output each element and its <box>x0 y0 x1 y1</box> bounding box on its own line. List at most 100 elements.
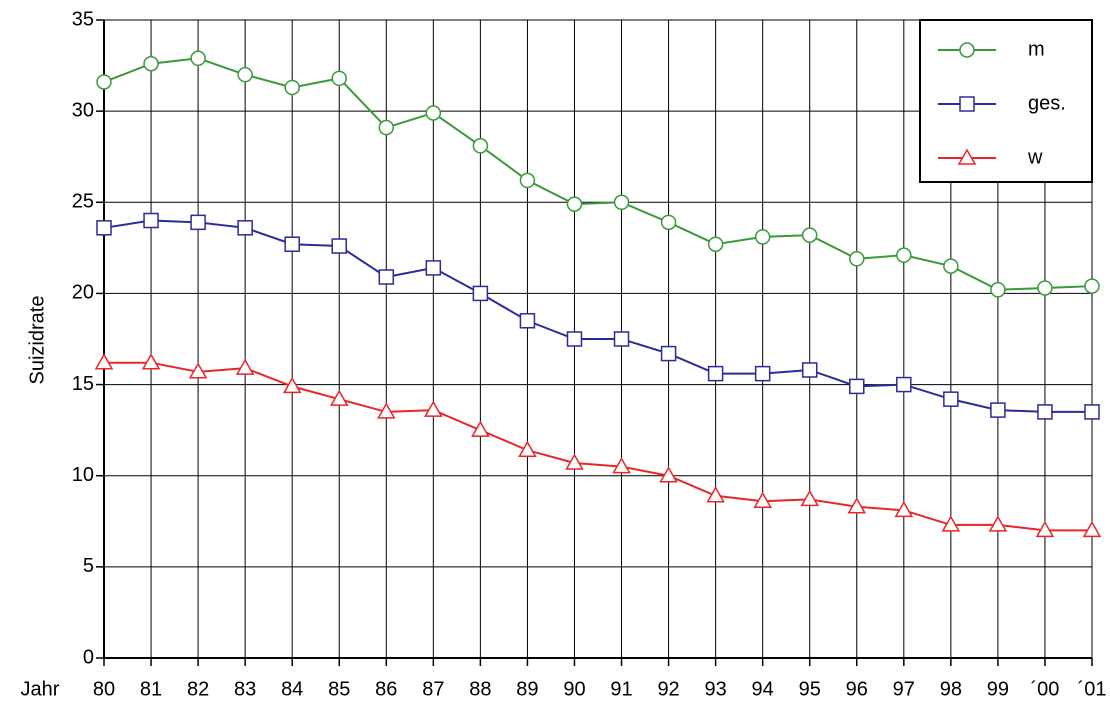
marker <box>990 282 1006 298</box>
x-axis-label: Jahr <box>21 678 60 700</box>
marker <box>284 236 300 252</box>
legend-label: ges. <box>1028 92 1066 114</box>
x-tick-label: 93 <box>704 678 726 700</box>
marker <box>660 214 677 231</box>
marker <box>235 358 255 375</box>
marker <box>188 362 208 379</box>
marker <box>143 212 159 229</box>
x-tick-label: 86 <box>375 678 397 700</box>
x-tick-label: 85 <box>328 678 350 700</box>
x-tick-label: 98 <box>940 678 962 700</box>
marker <box>1035 520 1055 538</box>
x-tick-label: 91 <box>610 678 632 700</box>
marker <box>519 172 536 189</box>
legend-label: m <box>1028 38 1045 60</box>
marker <box>1084 404 1100 420</box>
x-tick-label: 83 <box>234 678 256 700</box>
series-line <box>103 219 1092 413</box>
marker <box>959 42 975 58</box>
marker <box>1082 520 1102 538</box>
marker <box>706 486 725 503</box>
marker <box>847 497 867 514</box>
marker <box>800 489 820 507</box>
x-tick-label: 89 <box>516 678 538 700</box>
marker <box>754 229 771 245</box>
marker <box>425 105 442 121</box>
marker <box>659 466 678 483</box>
marker <box>518 440 537 457</box>
y-tick-label: 5 <box>83 555 94 577</box>
marker <box>801 227 818 243</box>
marker <box>190 50 206 67</box>
marker <box>378 269 395 285</box>
marker <box>141 353 161 370</box>
marker <box>613 194 630 211</box>
series-line <box>104 361 1092 532</box>
series-line <box>103 57 1093 291</box>
marker <box>943 391 959 407</box>
marker <box>896 376 912 393</box>
marker <box>565 453 584 470</box>
x-tick-label: 96 <box>846 678 868 700</box>
x-tick-label: 92 <box>657 678 679 700</box>
marker <box>1084 278 1100 294</box>
marker <box>941 515 961 532</box>
marker <box>754 365 771 382</box>
marker <box>237 66 253 83</box>
x-tick-label: 82 <box>187 678 209 700</box>
marker <box>472 285 489 302</box>
x-tick-label: 90 <box>563 678 585 700</box>
marker <box>331 70 347 87</box>
marker <box>94 353 114 370</box>
legend-box <box>919 19 1093 183</box>
x-tick-label: 81 <box>140 678 162 700</box>
marker <box>957 148 977 165</box>
marker <box>943 258 959 274</box>
x-tick-label: 97 <box>893 678 915 700</box>
marker <box>331 238 347 254</box>
legend-label: w <box>1027 146 1043 168</box>
marker <box>959 96 975 112</box>
marker <box>990 402 1006 418</box>
marker <box>566 196 583 212</box>
marker <box>284 79 300 96</box>
x-tick-label: 84 <box>281 678 303 700</box>
x-tick-label: 88 <box>469 678 491 700</box>
marker <box>849 251 865 267</box>
marker <box>612 457 631 474</box>
marker <box>190 214 206 231</box>
marker <box>424 400 443 417</box>
marker <box>707 365 724 382</box>
marker <box>988 515 1008 532</box>
marker <box>896 247 912 263</box>
marker <box>707 236 724 252</box>
marker <box>660 345 677 362</box>
marker <box>282 376 302 394</box>
x-tick-label: 94 <box>752 678 774 700</box>
marker <box>1037 404 1053 420</box>
marker <box>96 220 112 236</box>
marker <box>378 119 395 136</box>
x-tick-label: 99 <box>987 678 1009 700</box>
marker <box>849 378 865 395</box>
x-tick-label: ´00 <box>1030 678 1059 700</box>
marker <box>753 491 772 508</box>
y-tick-label: 25 <box>72 191 94 213</box>
marker <box>471 420 490 437</box>
marker <box>894 500 914 518</box>
y-axis-label: Suizidrate <box>26 296 48 385</box>
marker <box>613 331 630 347</box>
x-tick-label: 80 <box>93 678 115 700</box>
marker <box>376 402 396 419</box>
y-tick-label: 30 <box>72 99 94 121</box>
marker <box>143 55 159 72</box>
y-tick-label: 15 <box>72 373 94 395</box>
marker <box>96 74 112 90</box>
y-tick-label: 0 <box>83 646 94 668</box>
x-tick-label: 95 <box>799 678 821 700</box>
marker <box>237 220 253 236</box>
y-tick-label: 10 <box>72 464 94 486</box>
marker <box>329 389 349 406</box>
y-tick-label: 20 <box>72 282 94 304</box>
